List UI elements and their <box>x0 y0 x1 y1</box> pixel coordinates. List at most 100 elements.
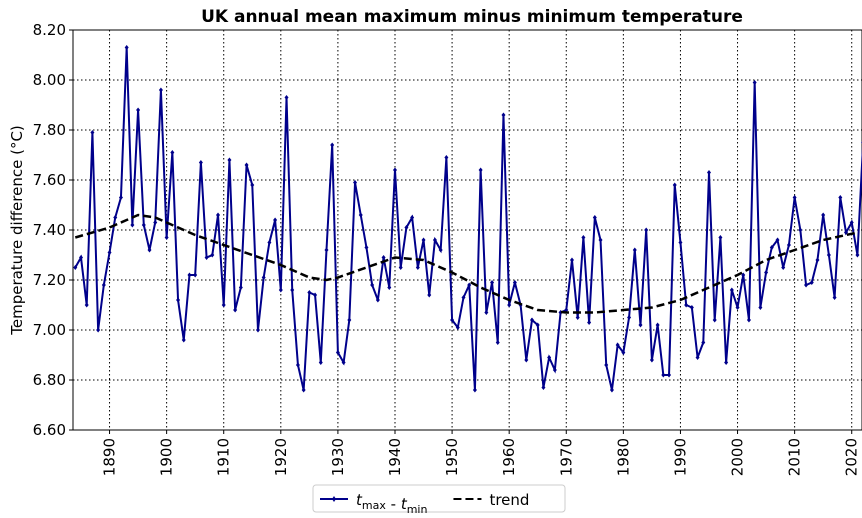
point <box>752 80 757 85</box>
point <box>661 372 666 378</box>
point <box>387 285 392 290</box>
point <box>141 222 146 228</box>
x-tick-label: 1900 <box>158 438 176 476</box>
x-tick-label: 1970 <box>557 438 575 476</box>
point <box>392 167 397 173</box>
point <box>113 215 118 220</box>
point <box>729 287 734 293</box>
legend-label: trend <box>489 491 529 509</box>
point <box>512 280 517 285</box>
legend-text: - <box>386 495 401 513</box>
point <box>335 350 340 355</box>
point <box>478 167 483 173</box>
y-tick-label: 7.60 <box>33 171 66 189</box>
point <box>524 357 529 363</box>
point <box>484 310 489 315</box>
point <box>101 282 106 288</box>
y-tick-label: 7.20 <box>33 271 66 289</box>
x-tick-label: 2010 <box>786 438 804 476</box>
point <box>467 282 472 288</box>
point <box>821 212 826 218</box>
x-tick-label: 1920 <box>272 438 290 476</box>
legend-text: max <box>362 499 386 512</box>
x-tick-label: 1960 <box>500 438 518 476</box>
point <box>644 227 649 233</box>
point <box>598 237 603 243</box>
point <box>187 272 192 278</box>
x-tick-label: 1940 <box>386 438 404 476</box>
point <box>130 222 135 228</box>
point <box>587 320 592 325</box>
point <box>706 170 711 175</box>
point <box>592 215 597 220</box>
point <box>153 220 158 225</box>
point <box>621 350 626 355</box>
point <box>632 247 637 253</box>
point <box>221 302 226 308</box>
legend-marker <box>332 496 336 502</box>
point <box>786 242 791 248</box>
point <box>455 325 460 330</box>
point <box>575 315 580 320</box>
point <box>461 295 466 300</box>
point <box>678 240 683 245</box>
y-axis-label: Temperature difference (°C) <box>8 125 26 336</box>
point <box>855 252 860 258</box>
y-tick-label: 8.20 <box>33 21 66 39</box>
series-line <box>74 213 858 314</box>
legend-text: min <box>407 503 428 514</box>
point <box>581 235 586 240</box>
point <box>347 317 352 323</box>
point <box>815 257 820 263</box>
point <box>552 367 557 373</box>
point <box>227 157 232 163</box>
point <box>638 322 643 328</box>
point <box>147 247 152 253</box>
point <box>450 317 455 323</box>
point <box>438 247 443 253</box>
legend-text: t <box>356 491 363 509</box>
point <box>181 337 186 343</box>
point <box>769 245 774 250</box>
point <box>444 155 449 160</box>
x-tick-label: 1910 <box>215 438 233 476</box>
point <box>118 195 123 200</box>
point <box>278 287 283 293</box>
point <box>627 315 632 320</box>
point <box>746 317 751 323</box>
x-tick-label: 1980 <box>614 438 632 476</box>
point <box>273 217 278 223</box>
point <box>324 247 329 253</box>
point <box>381 255 386 260</box>
point <box>758 305 763 310</box>
point <box>84 302 89 308</box>
point <box>832 295 837 300</box>
point <box>649 357 654 363</box>
point <box>501 112 506 118</box>
plot-frame <box>72 29 862 431</box>
x-tick-label: 2000 <box>729 438 747 476</box>
point <box>330 142 335 148</box>
y-tick-label: 7.80 <box>33 121 66 139</box>
point <box>689 305 694 310</box>
series-line <box>74 47 862 391</box>
chart-title: UK annual mean maximum minus minimum tem… <box>201 7 743 27</box>
point <box>775 237 780 243</box>
x-tick-label: 2020 <box>843 438 861 476</box>
point <box>267 240 272 245</box>
point <box>684 302 689 308</box>
point <box>370 282 375 288</box>
point <box>216 212 221 218</box>
point <box>432 237 437 243</box>
point <box>421 237 426 243</box>
point <box>415 265 420 270</box>
x-tick-label: 1930 <box>329 438 347 476</box>
point <box>410 215 415 220</box>
point <box>792 195 797 200</box>
y-tick-label: 7.40 <box>33 221 66 239</box>
y-tick-label: 8.00 <box>33 71 66 89</box>
point <box>547 355 552 360</box>
point <box>193 272 198 278</box>
